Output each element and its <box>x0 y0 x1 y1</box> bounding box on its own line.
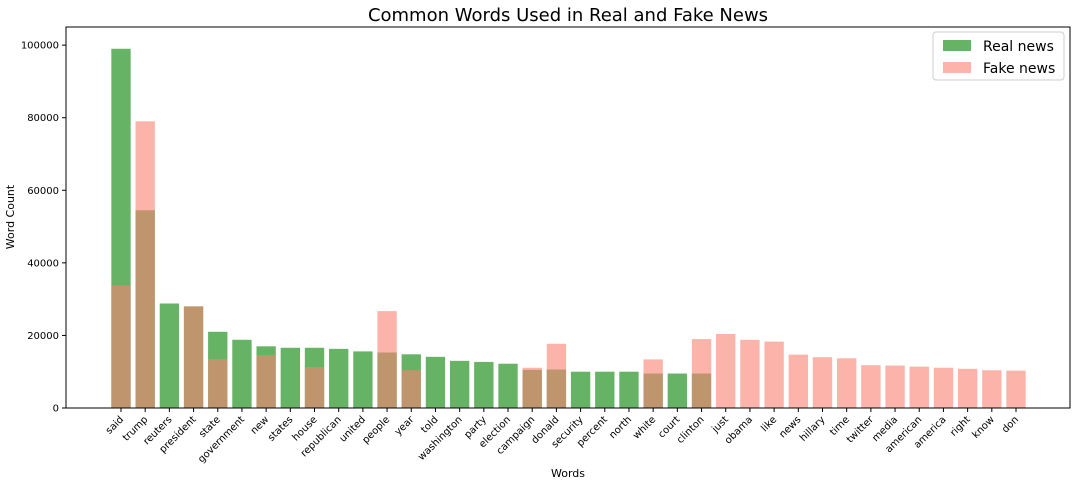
bar-fake-news-time <box>837 358 857 408</box>
bar-fake-news-campaign <box>522 367 542 408</box>
x-tick-label-clinton: clinton <box>675 414 707 446</box>
x-tick-label-washington: washington <box>416 414 465 463</box>
x-tick-label-know: know <box>970 414 996 440</box>
legend-swatch-real-news <box>943 40 971 51</box>
bar-fake-news-obama <box>740 339 760 408</box>
legend-swatch-fake-news <box>943 62 971 73</box>
bar-fake-news-new <box>256 355 276 408</box>
bar-fake-news-news <box>788 354 808 408</box>
x-tick-label-people: people <box>360 414 392 446</box>
bar-fake-news-trump <box>135 121 155 408</box>
bar-real-news-republican <box>329 348 349 408</box>
x-tick-label-hillary: hillary <box>798 414 828 444</box>
x-tick-label-right: right <box>948 414 972 438</box>
bar-fake-news-president <box>183 306 204 408</box>
bar-real-news-percent <box>595 371 615 408</box>
bar-fake-news-donald <box>546 343 567 408</box>
bar-fake-news-clinton <box>691 339 712 408</box>
legend: Real news Fake news <box>932 31 1065 81</box>
y-tick-label: 0 <box>53 404 59 415</box>
bar-fake-news-state <box>208 359 228 408</box>
x-axis-ticks: saidtrumpreuterspresidentstategovernment… <box>104 408 1021 465</box>
bar-real-news-government <box>232 339 252 408</box>
legend-label-real-news: Real news <box>983 39 1054 55</box>
bar-fake-news-people <box>377 311 397 408</box>
bar-fake-news-media <box>885 365 905 408</box>
bar-real-news-court <box>667 373 688 408</box>
bar-real-news-reuters <box>159 303 180 408</box>
chart-title: Common Words Used in Real and Fake News <box>368 5 768 26</box>
x-tick-label-just: just <box>709 414 730 435</box>
bar-fake-news-house <box>304 367 325 408</box>
bar-real-news-north <box>619 371 639 408</box>
bar-fake-news-america <box>933 367 954 408</box>
bar-fake-news-don <box>1006 370 1026 408</box>
bar-real-news-security <box>570 371 591 408</box>
bar-fake-news-twitter <box>861 365 881 408</box>
x-tick-label-north: north <box>607 414 634 441</box>
bar-real-news-election <box>498 363 518 408</box>
bar-fake-news-white <box>643 359 663 408</box>
bar-fake-news-hillary <box>812 357 833 408</box>
bar-fake-news-just <box>716 333 736 408</box>
y-tick-label: 60000 <box>27 186 59 197</box>
bar-real-news-washington <box>449 360 470 408</box>
bar-fake-news-year <box>401 370 421 408</box>
bar-fake-news-said <box>111 285 131 408</box>
x-tick-label-year: year <box>393 414 417 438</box>
x-tick-label-like: like <box>759 414 779 434</box>
y-axis-label: Word Count <box>4 184 17 249</box>
fake-news-bars <box>111 121 1026 408</box>
bar-real-news-told <box>425 356 446 408</box>
x-tick-label-white: white <box>631 414 658 441</box>
y-tick-label: 20000 <box>27 331 59 342</box>
x-axis-label: Words <box>551 467 585 480</box>
bar-fake-news-like <box>764 341 784 408</box>
x-tick-label-don: don <box>1000 414 1021 435</box>
y-tick-label: 40000 <box>27 258 59 269</box>
bar-real-news-united <box>353 351 373 408</box>
bar-fake-news-know <box>982 370 1002 408</box>
y-tick-label: 80000 <box>27 113 59 124</box>
bar-real-news-states <box>280 347 300 408</box>
x-tick-label-told: told <box>419 414 440 435</box>
y-axis-ticks: 0 20000 40000 60000 80000 100000 <box>21 41 66 415</box>
x-tick-label-states: states <box>266 414 295 443</box>
bar-real-news-party <box>474 361 494 408</box>
x-tick-label-twitter: twitter <box>845 414 877 446</box>
plot-frame <box>65 26 1071 409</box>
bar-fake-news-right <box>957 368 978 408</box>
bar-fake-news-american <box>909 366 929 408</box>
legend-label-fake-news: Fake news <box>983 61 1055 77</box>
y-tick-label: 100000 <box>21 41 59 52</box>
